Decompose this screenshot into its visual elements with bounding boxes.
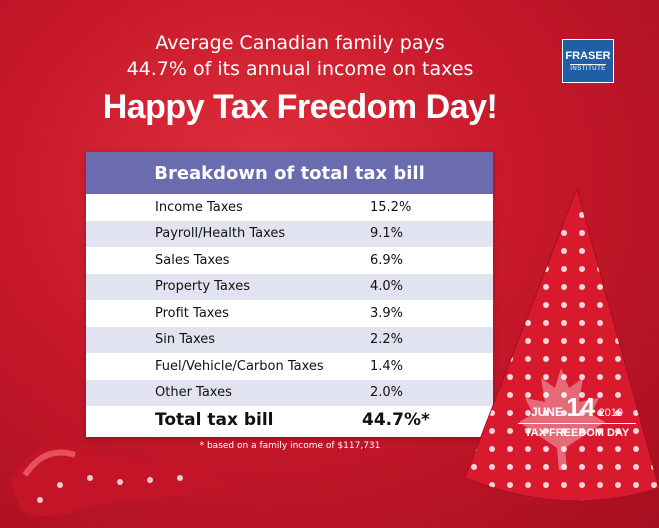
hat-month: JUNE bbox=[530, 405, 563, 419]
row-label: Property Taxes bbox=[155, 279, 250, 295]
row-label: Payroll/Health Taxes bbox=[155, 226, 286, 242]
logo-name: FRASER bbox=[565, 50, 611, 62]
table-row: Fuel/Vehicle/Carbon Taxes 1.4% bbox=[86, 353, 493, 380]
table-row: Income Taxes 15.2% bbox=[86, 194, 493, 221]
table-row: Payroll/Health Taxes 9.1% bbox=[86, 220, 493, 247]
hat-title: TAX FREEDOM DAY bbox=[518, 423, 636, 439]
row-value: 6.9% bbox=[370, 252, 404, 268]
hat-day: 14 bbox=[566, 392, 596, 422]
row-value: 3.9% bbox=[370, 305, 404, 321]
logo-sub: INSTITUTE bbox=[570, 64, 606, 72]
tax-breakdown-table: Breakdown of total tax bill Income Taxes… bbox=[86, 152, 493, 437]
tax-freedom-day-badge: JUNE 14 2019 TAX FREEDOM DAY bbox=[512, 392, 642, 439]
table-row: Sin Taxes 2.2% bbox=[86, 326, 493, 353]
table-row: Sales Taxes 6.9% bbox=[86, 247, 493, 274]
total-row: Total tax bill 44.7%* bbox=[86, 406, 493, 434]
row-value: 2.0% bbox=[370, 385, 404, 401]
subtitle-line-1: Average Canadian family pays bbox=[155, 32, 445, 54]
total-value: 44.7%* bbox=[362, 410, 430, 430]
fraser-institute-logo: FRASER INSTITUTE bbox=[562, 39, 614, 83]
row-value: 9.1% bbox=[370, 226, 404, 242]
table-row: Property Taxes 4.0% bbox=[86, 273, 493, 300]
row-value: 2.2% bbox=[370, 332, 404, 348]
headline: Happy Tax Freedom Day! bbox=[102, 88, 498, 126]
row-label: Income Taxes bbox=[155, 199, 243, 215]
footnote: * based on a family income of $117,731 bbox=[199, 441, 381, 451]
table-row: Other Taxes 2.0% bbox=[86, 379, 493, 406]
row-label: Other Taxes bbox=[155, 385, 232, 401]
table-row: Profit Taxes 3.9% bbox=[86, 300, 493, 327]
row-label: Sin Taxes bbox=[155, 332, 216, 348]
subtitle: Average Canadian family pays 44.7% of it… bbox=[0, 30, 600, 82]
row-label: Profit Taxes bbox=[155, 305, 229, 321]
row-value: 15.2% bbox=[370, 199, 412, 215]
total-label: Total tax bill bbox=[155, 410, 274, 430]
party-blower-icon bbox=[10, 444, 225, 517]
row-value: 4.0% bbox=[370, 279, 404, 295]
hat-year: 2019 bbox=[598, 407, 624, 419]
party-hat-icon bbox=[465, 188, 659, 502]
row-value: 1.4% bbox=[370, 358, 404, 374]
table-rows: Income Taxes 15.2% Payroll/Health Taxes 9.… bbox=[86, 194, 493, 406]
row-label: Sales Taxes bbox=[155, 252, 230, 268]
table-title: Breakdown of total tax bill bbox=[86, 152, 493, 194]
row-label: Fuel/Vehicle/Carbon Taxes bbox=[155, 358, 324, 374]
subtitle-line-2: 44.7% of its annual income on taxes bbox=[126, 58, 474, 80]
